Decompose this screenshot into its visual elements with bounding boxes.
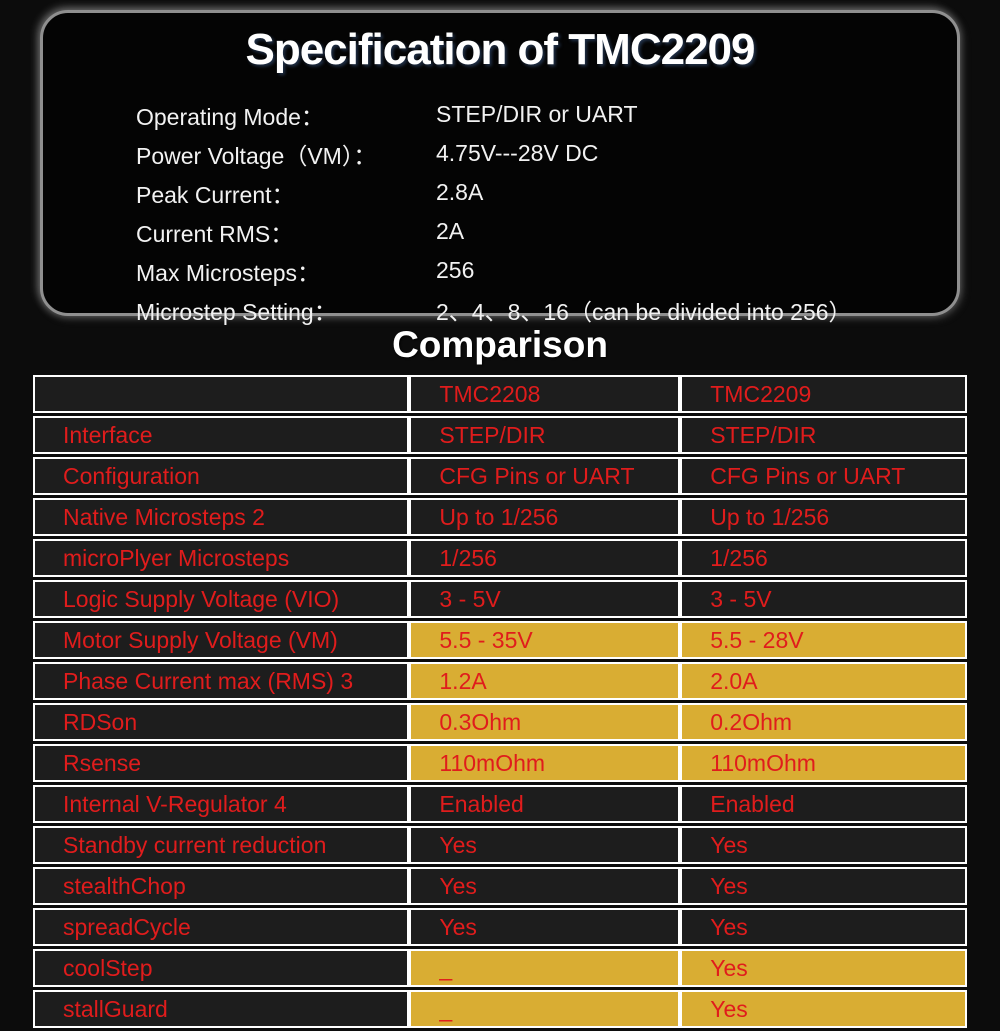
- tmc2209-value-cell: Yes: [680, 949, 967, 987]
- spec-list: Operating Mode： STEP/DIR or UART Power V…: [136, 95, 957, 329]
- spec-value: 2.8A: [436, 179, 484, 205]
- spec-row: Power Voltage（VM）： 4.75V---28V DC: [136, 134, 957, 173]
- spec-value: STEP/DIR or UART: [436, 101, 638, 127]
- spec-label: Power Voltage（VM）：: [136, 142, 377, 169]
- tmc2208-value-cell: 0.3Ohm: [409, 703, 681, 741]
- table-row: Rsense 110mOhm 110mOhm: [33, 744, 967, 782]
- tmc2208-value-cell: 3 - 5V: [409, 580, 681, 618]
- row-label-cell: Phase Current max (RMS) 3: [33, 662, 410, 700]
- row-label-cell: Standby current reduction: [33, 826, 410, 864]
- spec-value: 4.75V---28V DC: [436, 140, 599, 166]
- row-label-cell: RDSon: [33, 703, 410, 741]
- tmc2209-value-cell: Enabled: [680, 785, 967, 823]
- spec-label: Operating Mode：: [136, 103, 324, 130]
- tmc2209-value-cell: Yes: [680, 908, 967, 946]
- table-row: Logic Supply Voltage (VIO) 3 - 5V 3 - 5V: [33, 580, 967, 618]
- tmc2208-value-cell: _: [409, 949, 681, 987]
- tmc2208-value-cell: Yes: [409, 908, 681, 946]
- spec-label: Current RMS：: [136, 220, 294, 247]
- row-label-cell: microPlyer Microsteps: [33, 539, 410, 577]
- tmc2209-value-cell: Up to 1/256: [680, 498, 967, 536]
- spec-value: 256: [436, 257, 475, 283]
- tmc2208-value-cell: 1.2A: [409, 662, 681, 700]
- page-title: Specification of TMC2209: [245, 25, 755, 74]
- tmc2208-value-cell: STEP/DIR: [409, 416, 681, 454]
- tmc2209-value-cell: 110mOhm: [680, 744, 967, 782]
- table-row: Standby current reduction Yes Yes: [33, 826, 967, 864]
- table-row: coolStep _ Yes: [33, 949, 967, 987]
- table-row: Motor Supply Voltage (VM) 5.5 - 35V 5.5 …: [33, 621, 967, 659]
- tmc2208-value-cell: 5.5 - 35V: [409, 621, 681, 659]
- tmc2209-value-cell: Yes: [680, 990, 967, 1028]
- tmc2208-value-cell: CFG Pins or UART: [409, 457, 681, 495]
- table-row: Native Microsteps 2 Up to 1/256 Up to 1/…: [33, 498, 967, 536]
- spec-row: Operating Mode： STEP/DIR or UART: [136, 95, 957, 134]
- spec-value: 2、4、8、16（can be divided into 256）: [436, 298, 852, 325]
- tmc2209-value-cell: 3 - 5V: [680, 580, 967, 618]
- comparison-heading: Comparison: [392, 324, 608, 365]
- tmc2208-value-cell: Enabled: [409, 785, 681, 823]
- row-label-cell: Logic Supply Voltage (VIO): [33, 580, 410, 618]
- table-row: microPlyer Microsteps 1/256 1/256: [33, 539, 967, 577]
- spec-row: Microstep Setting： 2、4、8、16（can be divid…: [136, 290, 957, 329]
- tmc2209-value-cell: CFG Pins or UART: [680, 457, 967, 495]
- tmc2208-value-cell: Yes: [409, 826, 681, 864]
- row-label-cell: Interface: [33, 416, 410, 454]
- tmc2209-value-cell: 0.2Ohm: [680, 703, 967, 741]
- row-label-cell: Internal V-Regulator 4: [33, 785, 410, 823]
- row-label-cell: spreadCycle: [33, 908, 410, 946]
- row-label-cell: Configuration: [33, 457, 410, 495]
- row-label-cell: Native Microsteps 2: [33, 498, 410, 536]
- tmc2209-value-cell: Yes: [680, 867, 967, 905]
- table-row: spreadCycle Yes Yes: [33, 908, 967, 946]
- spec-value: 2A: [436, 218, 465, 244]
- comparison-table: TMC2208 TMC2209 Interface STEP/DIR STEP/…: [33, 372, 967, 1031]
- column-header-empty: [33, 375, 410, 413]
- tmc2208-value-cell: _: [409, 990, 681, 1028]
- tmc2209-value-cell: 2.0A: [680, 662, 967, 700]
- table-row: Internal V-Regulator 4 Enabled Enabled: [33, 785, 967, 823]
- column-header-tmc2209: TMC2209: [680, 375, 967, 413]
- tmc2208-value-cell: 110mOhm: [409, 744, 681, 782]
- row-label-cell: Rsense: [33, 744, 410, 782]
- table-row: Configuration CFG Pins or UART CFG Pins …: [33, 457, 967, 495]
- tmc2209-value-cell: STEP/DIR: [680, 416, 967, 454]
- spec-label: Max Microsteps：: [136, 259, 321, 286]
- tmc2209-value-cell: Yes: [680, 826, 967, 864]
- table-row: Phase Current max (RMS) 3 1.2A 2.0A: [33, 662, 967, 700]
- tmc2208-value-cell: Yes: [409, 867, 681, 905]
- row-label-cell: stealthChop: [33, 867, 410, 905]
- spec-label: Peak Current：: [136, 181, 295, 208]
- column-header-tmc2208: TMC2208: [409, 375, 681, 413]
- row-label-cell: Motor Supply Voltage (VM): [33, 621, 410, 659]
- row-label-cell: stallGuard: [33, 990, 410, 1028]
- row-label-cell: coolStep: [33, 949, 410, 987]
- spec-row: Peak Current： 2.8A: [136, 173, 957, 212]
- spec-row: Current RMS： 2A: [136, 212, 957, 251]
- tmc2208-value-cell: Up to 1/256: [409, 498, 681, 536]
- tmc2209-value-cell: 5.5 - 28V: [680, 621, 967, 659]
- comparison-table-body: Interface STEP/DIR STEP/DIR Configuratio…: [33, 416, 967, 1028]
- table-header-row: TMC2208 TMC2209: [33, 375, 967, 413]
- table-row: stealthChop Yes Yes: [33, 867, 967, 905]
- table-row: stallGuard _ Yes: [33, 990, 967, 1028]
- spec-label: Microstep Setting：: [136, 298, 337, 325]
- spec-panel: Specification of TMC2209 Operating Mode：…: [40, 10, 960, 325]
- tmc2208-value-cell: 1/256: [409, 539, 681, 577]
- spec-row: Max Microsteps： 256: [136, 251, 957, 290]
- tmc2209-value-cell: 1/256: [680, 539, 967, 577]
- table-row: RDSon 0.3Ohm 0.2Ohm: [33, 703, 967, 741]
- table-row: Interface STEP/DIR STEP/DIR: [33, 416, 967, 454]
